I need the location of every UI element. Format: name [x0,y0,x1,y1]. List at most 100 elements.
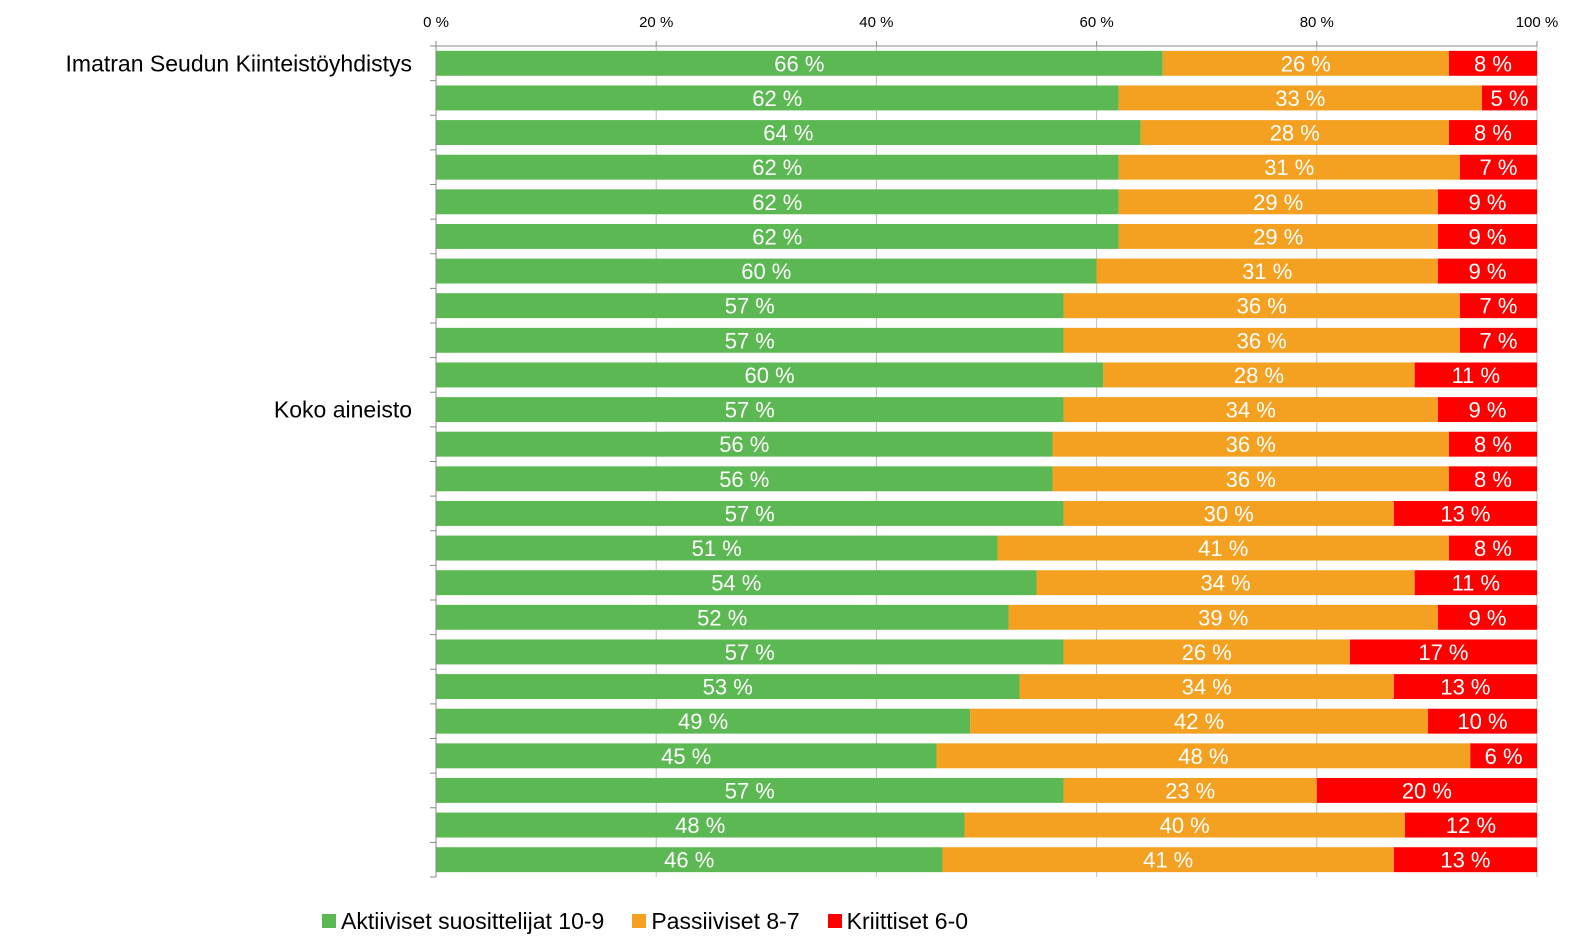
bar-segment [1118,154,1460,180]
data-label: 7 % [1480,328,1518,353]
data-label: 11 % [1452,363,1501,388]
data-label: 11 % [1452,571,1501,596]
bar-segment [1096,258,1438,284]
legend-label-active: Aktiiviset suosittelijat 10-9 [341,907,605,934]
bar-segment [1063,500,1394,526]
data-label: 31 % [1242,259,1292,284]
bar-segment [1008,604,1438,630]
bar-segment [1063,327,1460,353]
axes: 0 % 20 % 40 % 60 % 80 % 100 % Imatran Seudun K… [66,14,1558,878]
bar-segment [1448,535,1537,561]
bar-segment [436,812,965,838]
legend-item-active: Aktiiviset suosittelijat 10-9 [322,905,604,937]
data-label: 30 % [1204,501,1254,526]
data-label: 57 % [725,328,775,353]
data-label: 33 % [1275,86,1325,111]
data-label: 54 % [711,571,761,596]
data-label: 13 % [1440,675,1490,700]
bar-segment [1140,120,1449,146]
bar-segment [1063,639,1350,665]
bar-segment [1437,189,1537,215]
bar-segment [997,535,1449,561]
bar-segment [436,500,1064,526]
x-tick-label: 20 % [639,14,673,31]
data-label: 66 % [774,51,824,76]
bar-segment [1404,812,1537,838]
data-label: 46 % [664,848,714,873]
bar-segment [942,847,1394,873]
data-label: 9 % [1468,224,1506,249]
data-label: 31 % [1264,155,1314,180]
data-label: 9 % [1468,605,1506,630]
bar-segment [1459,293,1537,319]
data-label: 10 % [1457,709,1507,734]
data-label: 56 % [719,432,769,457]
bar-segment [1459,154,1537,180]
bar-segment [1414,570,1537,596]
bar-segment [436,777,1064,803]
data-label: 56 % [719,467,769,492]
legend-label-passive: Passiiviset 8-7 [651,907,800,934]
bar-segment [1052,431,1449,457]
bar-segment [436,708,971,734]
bar-segment [436,397,1064,423]
data-label: 57 % [725,501,775,526]
bar-segment [1118,189,1438,215]
x-tick-label: 60 % [1079,14,1113,31]
bar-segment [1349,639,1537,665]
data-label: 64 % [763,121,813,146]
bar-segment [1459,327,1537,353]
legend: Aktiiviset suosittelijat 10-9 Passiivise… [0,905,1591,937]
data-label: 5 % [1491,86,1529,111]
bar-segment [1118,85,1482,111]
legend-swatch-critical [827,914,842,928]
bar-segment [1427,708,1537,734]
data-label: 60 % [741,259,791,284]
bar-segment [1448,50,1537,76]
bar-segment [1437,604,1537,630]
data-label: 9 % [1468,398,1506,423]
data-label: 17 % [1418,640,1468,665]
data-label: 29 % [1253,224,1303,249]
data-label: 48 % [675,813,725,838]
data-label: 62 % [752,155,802,180]
data-label: 8 % [1474,432,1512,457]
category-label: Imatran Seudun Kiinteistöyhdistys [66,50,412,76]
data-label: 49 % [678,709,728,734]
data-labels: 66 % 26 % 8 % 62 % 33 % 5 % 64 % 28 % 8 % 62 % 31 … [661,51,1528,872]
data-label: 36 % [1237,294,1287,319]
bar-segment [1019,674,1394,700]
bar-segment [1437,397,1537,423]
bar-segment [964,812,1405,838]
legend-label-critical: Kriittiset 6-0 [846,907,969,934]
data-label: 57 % [725,398,775,423]
bar-segment [436,85,1119,111]
data-label: 8 % [1474,121,1512,146]
legend-swatch-active [322,914,336,928]
bar-segment [436,570,1037,596]
data-label: 57 % [725,640,775,665]
legend-swatch-passive [632,914,647,928]
data-label: 36 % [1237,328,1287,353]
bar-segment [436,154,1119,180]
data-label: 60 % [745,363,795,388]
data-label: 7 % [1480,155,1518,180]
data-label: 28 % [1234,363,1284,388]
data-label: 9 % [1468,190,1506,215]
data-label: 57 % [725,294,775,319]
bar-segment [1316,777,1537,803]
bar-segment [970,708,1428,734]
bar-segment [436,639,1064,665]
bar-segment [436,258,1097,284]
bar-segment [936,743,1471,769]
bar-segment [1052,466,1449,492]
bar-segment [1103,362,1415,388]
data-label: 6 % [1485,744,1523,769]
data-label: 12 % [1446,813,1496,838]
bar-segment [1414,362,1537,388]
bar-segment [1063,397,1438,423]
data-label: 9 % [1468,259,1506,284]
data-label: 36 % [1226,467,1276,492]
category-label: Koko aineisto [274,397,412,423]
